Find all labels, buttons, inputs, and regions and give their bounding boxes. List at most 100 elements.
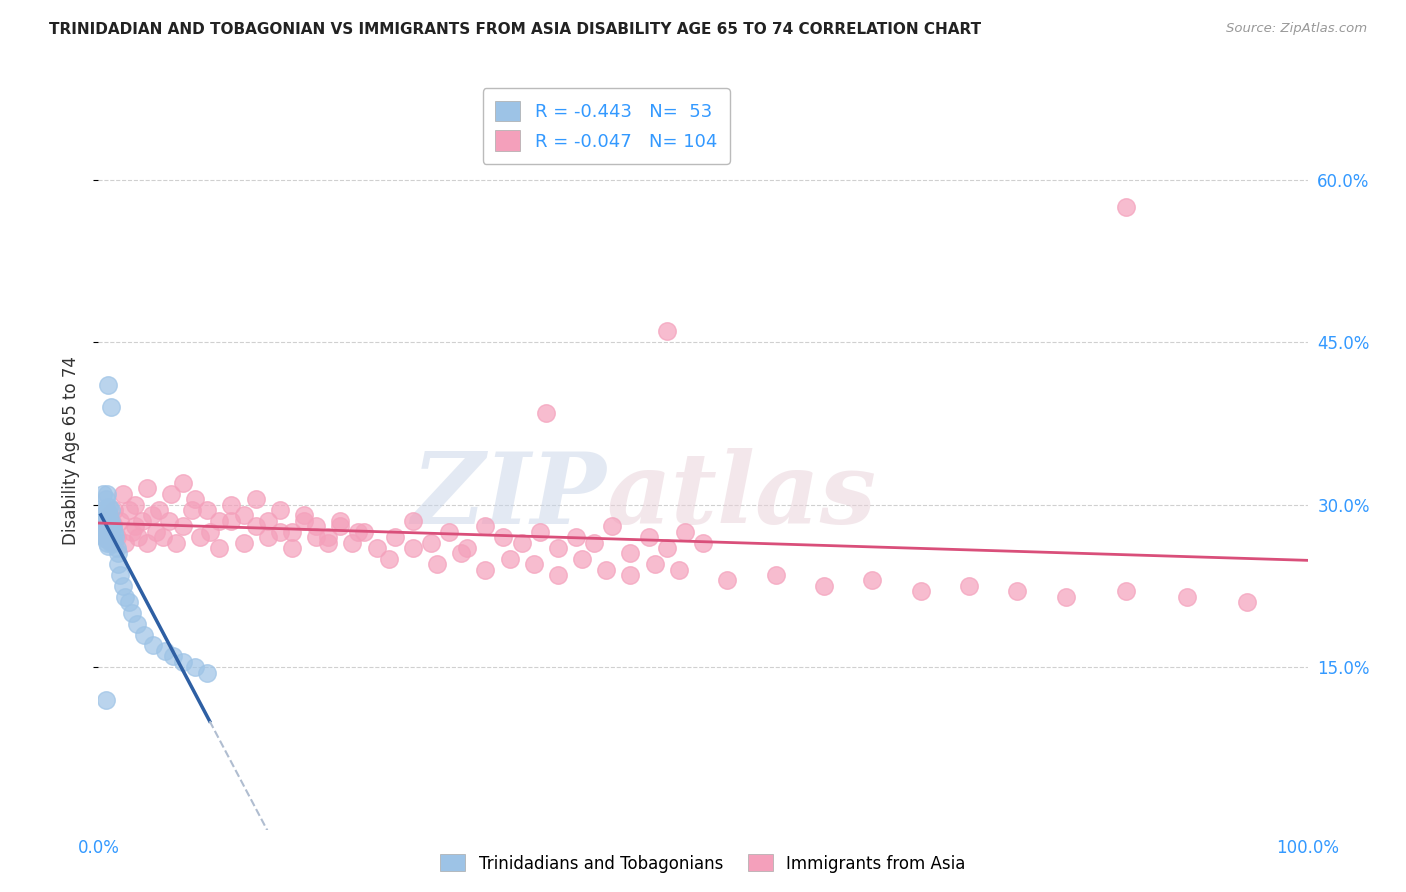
Point: [93, 514, 115, 528]
Point: [91, 487, 114, 501]
Point: [619, 568, 641, 582]
Point: [97, 524, 120, 539]
Point: [160, 487, 183, 501]
Point: [98, 510, 121, 524]
Point: [111, 487, 134, 501]
Point: [305, 519, 328, 533]
Point: [571, 551, 593, 566]
Point: [547, 541, 569, 555]
Point: [148, 503, 170, 517]
Point: [716, 574, 738, 588]
Point: [91, 519, 114, 533]
Point: [565, 530, 588, 544]
Point: [96, 514, 118, 528]
Point: [353, 524, 375, 539]
Point: [100, 400, 122, 414]
Point: [98, 521, 121, 535]
Y-axis label: Disability Age 65 to 74: Disability Age 65 to 74: [62, 356, 80, 545]
Point: [329, 514, 352, 528]
Point: [510, 535, 533, 549]
Point: [765, 568, 787, 582]
Text: TRINIDADIAN AND TOBAGONIAN VS IMMIGRANTS FROM ASIA DISABILITY AGE 65 TO 74 CORRE: TRINIDADIAN AND TOBAGONIAN VS IMMIGRANTS…: [49, 22, 981, 37]
Point: [114, 535, 136, 549]
Point: [118, 503, 141, 517]
Point: [292, 514, 315, 528]
Point: [402, 514, 425, 528]
Point: [342, 535, 364, 549]
Point: [860, 574, 883, 588]
Point: [377, 551, 399, 566]
Point: [602, 519, 624, 533]
Point: [96, 524, 118, 539]
Point: [162, 649, 184, 664]
Point: [127, 530, 149, 544]
Point: [100, 530, 122, 544]
Point: [100, 535, 122, 549]
Point: [101, 521, 124, 535]
Point: [100, 535, 122, 549]
Point: [96, 533, 118, 547]
Point: [121, 524, 143, 539]
Point: [103, 524, 125, 539]
Point: [165, 535, 187, 549]
Point: [100, 524, 122, 539]
Point: [142, 639, 165, 653]
Point: [221, 498, 243, 512]
Point: [94, 514, 117, 528]
Point: [221, 514, 243, 528]
Point: [208, 541, 231, 555]
Point: [188, 530, 211, 544]
Point: [426, 557, 449, 572]
Point: [97, 378, 120, 392]
Point: [245, 519, 267, 533]
Point: [1007, 584, 1029, 599]
Point: [152, 530, 174, 544]
Point: [153, 644, 176, 658]
Point: [104, 530, 127, 544]
Point: [492, 530, 515, 544]
Point: [195, 503, 218, 517]
Point: [127, 616, 149, 631]
Point: [94, 692, 117, 706]
Point: [437, 524, 460, 539]
Point: [124, 498, 146, 512]
Point: [98, 533, 121, 547]
Point: [134, 627, 156, 641]
Point: [135, 482, 157, 496]
Point: [108, 514, 131, 528]
Point: [135, 535, 157, 549]
Point: [172, 655, 194, 669]
Point: [316, 530, 339, 544]
Point: [97, 539, 120, 553]
Point: [256, 514, 278, 528]
Point: [474, 563, 496, 577]
Point: [957, 579, 980, 593]
Point: [94, 533, 117, 547]
Point: [103, 503, 125, 517]
Text: Source: ZipAtlas.com: Source: ZipAtlas.com: [1226, 22, 1367, 36]
Point: [118, 595, 141, 609]
Point: [269, 524, 291, 539]
Point: [232, 535, 254, 549]
Point: [813, 579, 835, 593]
Point: [195, 665, 218, 680]
Point: [347, 524, 370, 539]
Point: [98, 500, 121, 514]
Point: [100, 519, 122, 533]
Point: [100, 503, 122, 517]
Point: [655, 324, 678, 338]
Legend: R = -0.443   N=  53, R = -0.047   N= 104: R = -0.443 N= 53, R = -0.047 N= 104: [482, 88, 730, 164]
Point: [208, 514, 231, 528]
Point: [692, 535, 714, 549]
Point: [111, 579, 134, 593]
Point: [655, 541, 678, 555]
Point: [281, 541, 304, 555]
Point: [91, 524, 114, 539]
Point: [256, 530, 278, 544]
Point: [157, 514, 180, 528]
Point: [316, 535, 339, 549]
Point: [124, 519, 146, 533]
Point: [547, 568, 569, 582]
Point: [96, 535, 118, 549]
Point: [105, 530, 128, 544]
